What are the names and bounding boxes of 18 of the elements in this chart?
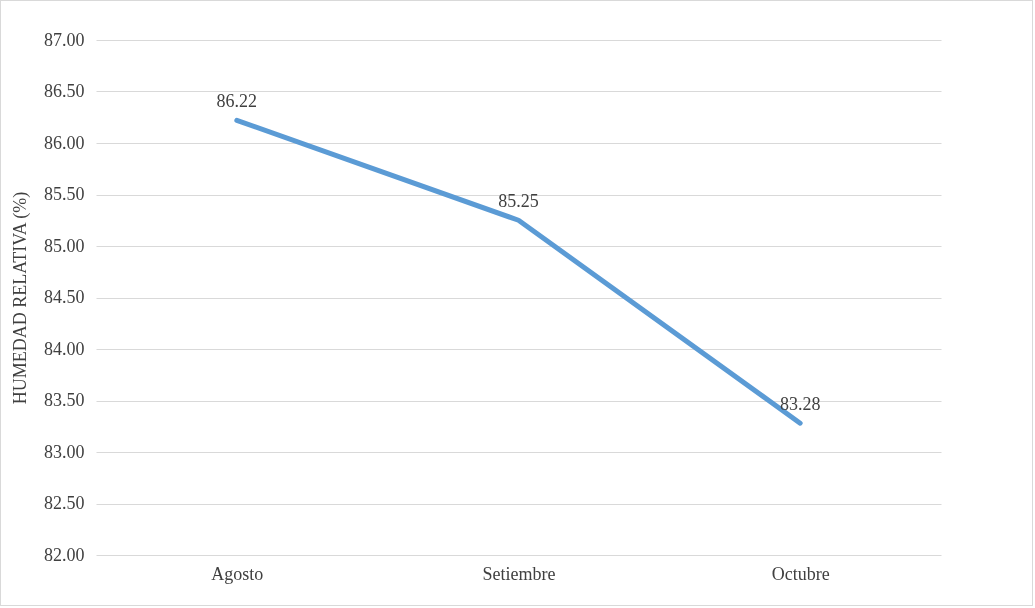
- y-tick-label: 86.00: [44, 132, 85, 153]
- data-label: 85.25: [498, 191, 539, 212]
- y-tick-label: 82.00: [44, 544, 85, 565]
- y-tick-label: 86.50: [44, 81, 85, 101]
- y-tick-label: 82.50: [44, 493, 85, 513]
- y-tick-label: 84.50: [44, 287, 85, 307]
- y-tick-label: 87.00: [44, 29, 85, 50]
- y-tick-label: 84.00: [44, 338, 85, 359]
- y-tick-label: 83.50: [44, 390, 85, 410]
- data-label: 86.22: [216, 91, 258, 112]
- data-label: 83.28: [779, 394, 821, 415]
- y-tick-label: 85.00: [44, 235, 85, 256]
- y-tick-label: 83.00: [44, 441, 85, 462]
- x-tick-label: Octubre: [771, 563, 830, 584]
- x-tick-label: Setiembre: [482, 563, 556, 584]
- x-tick-label: Agosto: [211, 563, 264, 584]
- y-tick-label: 85.50: [44, 184, 85, 204]
- y-axis-title: HUMEDAD RELATIVA (%): [10, 191, 31, 405]
